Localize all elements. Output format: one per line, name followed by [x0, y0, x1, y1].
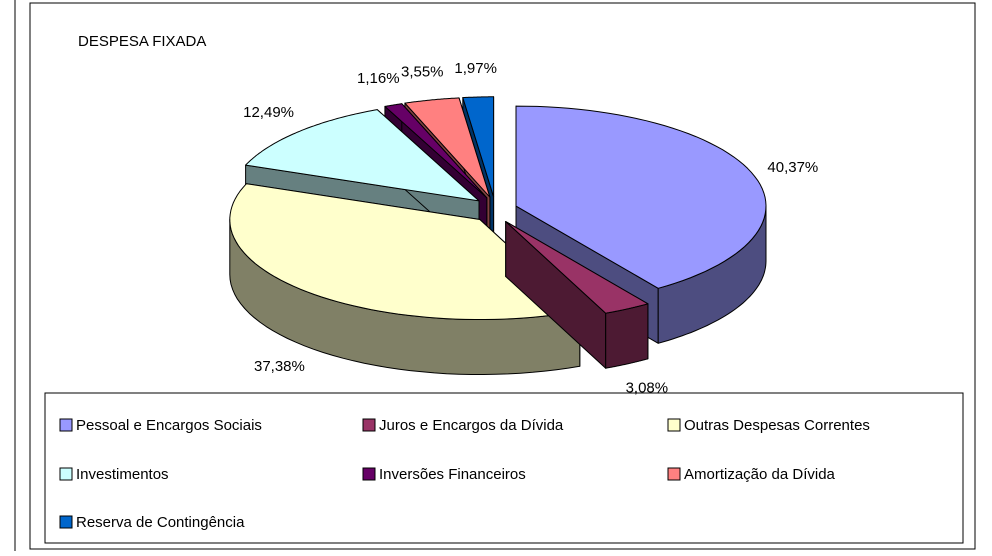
chart-title: DESPESA FIXADA — [78, 33, 206, 50]
legend-swatch — [59, 467, 73, 481]
legend-swatch — [667, 467, 681, 481]
slice-top — [404, 97, 491, 198]
slice-top — [515, 105, 767, 289]
legend-swatch — [59, 515, 73, 529]
data-label: 37,38% — [254, 358, 305, 375]
legend-label: Inversões Financeiros — [379, 466, 526, 483]
legend: Pessoal e Encargos Sociais Juros e Encarg… — [59, 417, 870, 531]
legend-label: Reserva de Contingência — [76, 514, 245, 531]
slice-top — [384, 103, 488, 199]
slice-top — [245, 109, 480, 202]
legend-box — [44, 392, 964, 544]
pie: 1,97% 3,55%1,16% 12,49% 40,37% 37,38% 3,08% — [229, 60, 818, 396]
legend-swatch — [667, 418, 681, 432]
legend-label: Amortização da Dívida — [684, 466, 836, 483]
slice-top — [229, 183, 581, 320]
legend-label: Juros e Encargos da Dívida — [379, 417, 564, 434]
data-label: 12,49% — [243, 104, 294, 121]
slice-wall — [605, 303, 649, 369]
legend-label: Pessoal e Encargos Sociais — [76, 417, 262, 434]
slice — [505, 221, 649, 369]
data-label: 1,16% — [357, 70, 400, 87]
data-label: 3,55% — [401, 64, 444, 81]
legend-label: Outras Despesas Correntes — [684, 417, 870, 434]
legend-swatch — [362, 467, 376, 481]
legend-swatch — [59, 418, 73, 432]
legend-swatch — [362, 418, 376, 432]
slice-top — [505, 221, 649, 314]
legend-label: Investimentos — [76, 466, 169, 483]
slice — [229, 183, 581, 375]
slice-top — [462, 96, 495, 198]
data-label: 1,97% — [454, 60, 497, 77]
data-label: 40,37% — [767, 159, 818, 176]
data-label: 3,08% — [626, 379, 669, 396]
